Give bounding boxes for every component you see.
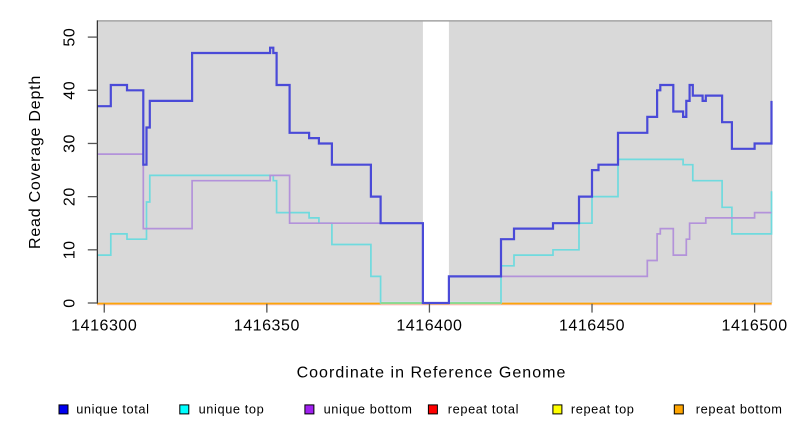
svg-text:repeat total: repeat total <box>448 401 519 416</box>
svg-text:20: 20 <box>61 187 78 206</box>
svg-text:Read Coverage Depth: Read Coverage Depth <box>27 75 44 249</box>
svg-text:repeat bottom: repeat bottom <box>696 401 783 416</box>
svg-text:unique bottom: unique bottom <box>324 401 413 416</box>
svg-text:1416450: 1416450 <box>559 318 625 335</box>
svg-text:30: 30 <box>61 134 78 153</box>
svg-text:1416300: 1416300 <box>71 318 137 335</box>
svg-text:unique top: unique top <box>199 401 265 416</box>
svg-text:40: 40 <box>61 81 78 100</box>
svg-text:1416500: 1416500 <box>722 318 788 335</box>
svg-text:repeat top: repeat top <box>571 401 635 416</box>
svg-text:1416350: 1416350 <box>234 318 300 335</box>
svg-text:50: 50 <box>61 28 78 47</box>
svg-text:1416400: 1416400 <box>396 318 462 335</box>
svg-text:0: 0 <box>61 298 78 307</box>
svg-text:unique total: unique total <box>76 401 149 416</box>
svg-text:Coordinate in Reference Genome: Coordinate in Reference Genome <box>297 364 567 381</box>
svg-text:10: 10 <box>61 240 78 259</box>
